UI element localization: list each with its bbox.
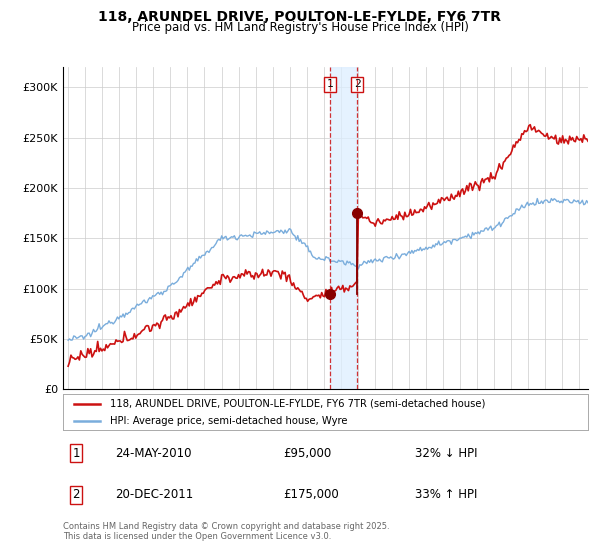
Text: 118, ARUNDEL DRIVE, POULTON-LE-FYLDE, FY6 7TR: 118, ARUNDEL DRIVE, POULTON-LE-FYLDE, FY… — [98, 10, 502, 24]
Text: 33% ↑ HPI: 33% ↑ HPI — [415, 488, 477, 501]
Text: 118, ARUNDEL DRIVE, POULTON-LE-FYLDE, FY6 7TR (semi-detached house): 118, ARUNDEL DRIVE, POULTON-LE-FYLDE, FY… — [110, 399, 485, 409]
Text: 1: 1 — [73, 447, 80, 460]
Text: 2: 2 — [73, 488, 80, 501]
Text: 1: 1 — [327, 80, 334, 89]
Text: Contains HM Land Registry data © Crown copyright and database right 2025.
This d: Contains HM Land Registry data © Crown c… — [63, 522, 389, 542]
Text: Price paid vs. HM Land Registry's House Price Index (HPI): Price paid vs. HM Land Registry's House … — [131, 21, 469, 34]
Text: 32% ↓ HPI: 32% ↓ HPI — [415, 447, 477, 460]
Text: £175,000: £175,000 — [284, 488, 339, 501]
Text: 24-MAY-2010: 24-MAY-2010 — [115, 447, 192, 460]
Text: HPI: Average price, semi-detached house, Wyre: HPI: Average price, semi-detached house,… — [110, 416, 348, 426]
Text: £95,000: £95,000 — [284, 447, 332, 460]
Text: 20-DEC-2011: 20-DEC-2011 — [115, 488, 194, 501]
Text: 2: 2 — [354, 80, 361, 89]
Bar — [330, 67, 357, 389]
